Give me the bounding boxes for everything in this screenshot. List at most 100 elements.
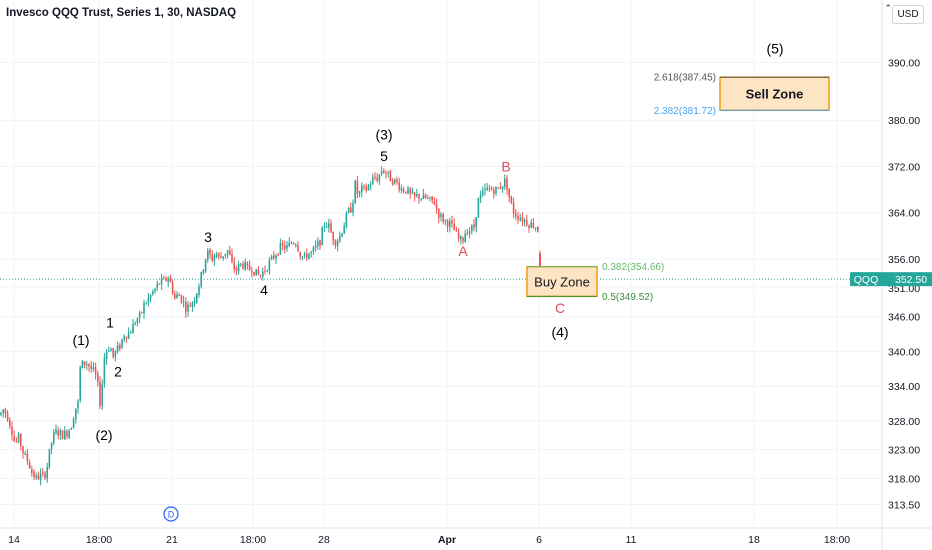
candle-body <box>279 242 282 254</box>
candle-body <box>325 226 328 228</box>
candle-body <box>499 187 502 189</box>
price-tick-label: 328.00 <box>888 416 920 428</box>
candle-body <box>506 177 508 190</box>
candle-body <box>182 301 185 303</box>
candle-body <box>376 177 378 181</box>
candle-body <box>270 255 273 260</box>
candle-body <box>330 223 332 233</box>
candle-body <box>493 190 495 195</box>
candle-body <box>303 253 306 256</box>
candle-body <box>116 345 119 352</box>
candle-body <box>37 475 40 480</box>
candle-body <box>231 253 233 262</box>
candle-body <box>462 237 464 242</box>
candle-body <box>275 255 277 259</box>
candle-body <box>64 430 66 440</box>
candle-body <box>273 255 275 259</box>
candle-body <box>268 260 271 271</box>
candle-body <box>433 201 436 205</box>
candle-body <box>61 430 64 440</box>
candle-body <box>317 241 319 246</box>
candle-body <box>57 430 59 436</box>
candle-body <box>400 188 403 191</box>
candle-body <box>482 190 484 196</box>
candle-body <box>479 194 482 199</box>
caret-up-icon[interactable]: ⌃ <box>884 3 892 13</box>
fib-level-label: 0.382(354.66) <box>602 262 664 273</box>
candle-body <box>77 401 79 409</box>
candle-body <box>431 196 433 201</box>
candle-body <box>413 192 416 197</box>
wave-label: 4 <box>260 282 268 298</box>
candle-body <box>97 374 99 382</box>
candle-body <box>453 224 455 231</box>
candle-body <box>266 270 268 272</box>
candle-body <box>512 202 515 214</box>
candle-body <box>372 177 374 185</box>
candle-body <box>328 223 330 228</box>
candle-body <box>44 473 46 478</box>
candle-body <box>350 207 352 213</box>
candles <box>0 166 541 486</box>
candle-body <box>427 197 429 199</box>
price-axis[interactable]: 390.00380.00372.00364.00356.00351.00346.… <box>850 0 932 550</box>
candle-body <box>347 208 350 213</box>
candle-body <box>336 241 339 247</box>
candle-body <box>46 466 48 479</box>
candle-body <box>220 256 222 258</box>
candle-body <box>2 409 4 413</box>
wave-label: (1) <box>72 332 89 348</box>
candle-body <box>409 188 411 194</box>
candle-body <box>484 188 486 190</box>
candle-body <box>187 304 189 312</box>
time-tick-label: 18:00 <box>824 534 850 546</box>
candle-body <box>354 180 356 203</box>
candle-body <box>211 254 213 261</box>
time-tick-label: 6 <box>536 534 542 546</box>
candle-body <box>209 249 211 255</box>
candle-body <box>213 256 216 261</box>
time-tick-label: 11 <box>626 534 637 546</box>
candle-body <box>31 469 33 474</box>
candle-body <box>112 348 114 357</box>
candle-body <box>537 226 539 232</box>
candle-body <box>255 268 257 276</box>
candle-body <box>226 250 229 254</box>
candle-body <box>15 441 18 443</box>
candle-body <box>39 473 42 480</box>
candle-body <box>444 219 447 221</box>
candle-body <box>242 263 244 269</box>
candle-body <box>193 300 196 303</box>
candle-body <box>286 245 288 249</box>
candle-body <box>519 218 521 221</box>
candle-body <box>83 361 86 365</box>
candle-body <box>4 409 7 414</box>
time-axis[interactable]: 14 18:00 21 18:00 28 Apr 6 11 18 18:00 D <box>0 506 932 546</box>
candle-body <box>149 294 152 299</box>
candle-body <box>136 318 139 323</box>
candle-body <box>422 194 425 200</box>
candle-body <box>123 336 125 340</box>
candle-body <box>416 194 418 196</box>
price-tick-label: 356.00 <box>888 254 920 266</box>
candle-body <box>42 472 44 474</box>
candle-body <box>11 426 13 436</box>
candle-body <box>180 295 183 303</box>
candle-body <box>523 220 526 222</box>
candle-body <box>110 349 112 352</box>
candle-body <box>517 215 519 220</box>
candle-body <box>284 245 286 250</box>
time-tick-label: 18:00 <box>86 534 112 546</box>
candle-body <box>88 364 90 367</box>
candle-body <box>26 453 29 462</box>
wave-label: (4) <box>551 324 568 340</box>
candle-body <box>442 214 444 222</box>
candle-body <box>361 185 363 192</box>
price-tick-label: 313.50 <box>888 500 920 512</box>
currency-button[interactable]: USD <box>892 5 924 24</box>
candle-body <box>156 283 158 288</box>
time-tick-label: 21 <box>166 534 178 546</box>
candle-body <box>244 262 246 270</box>
zone-label: Buy Zone <box>534 275 590 290</box>
